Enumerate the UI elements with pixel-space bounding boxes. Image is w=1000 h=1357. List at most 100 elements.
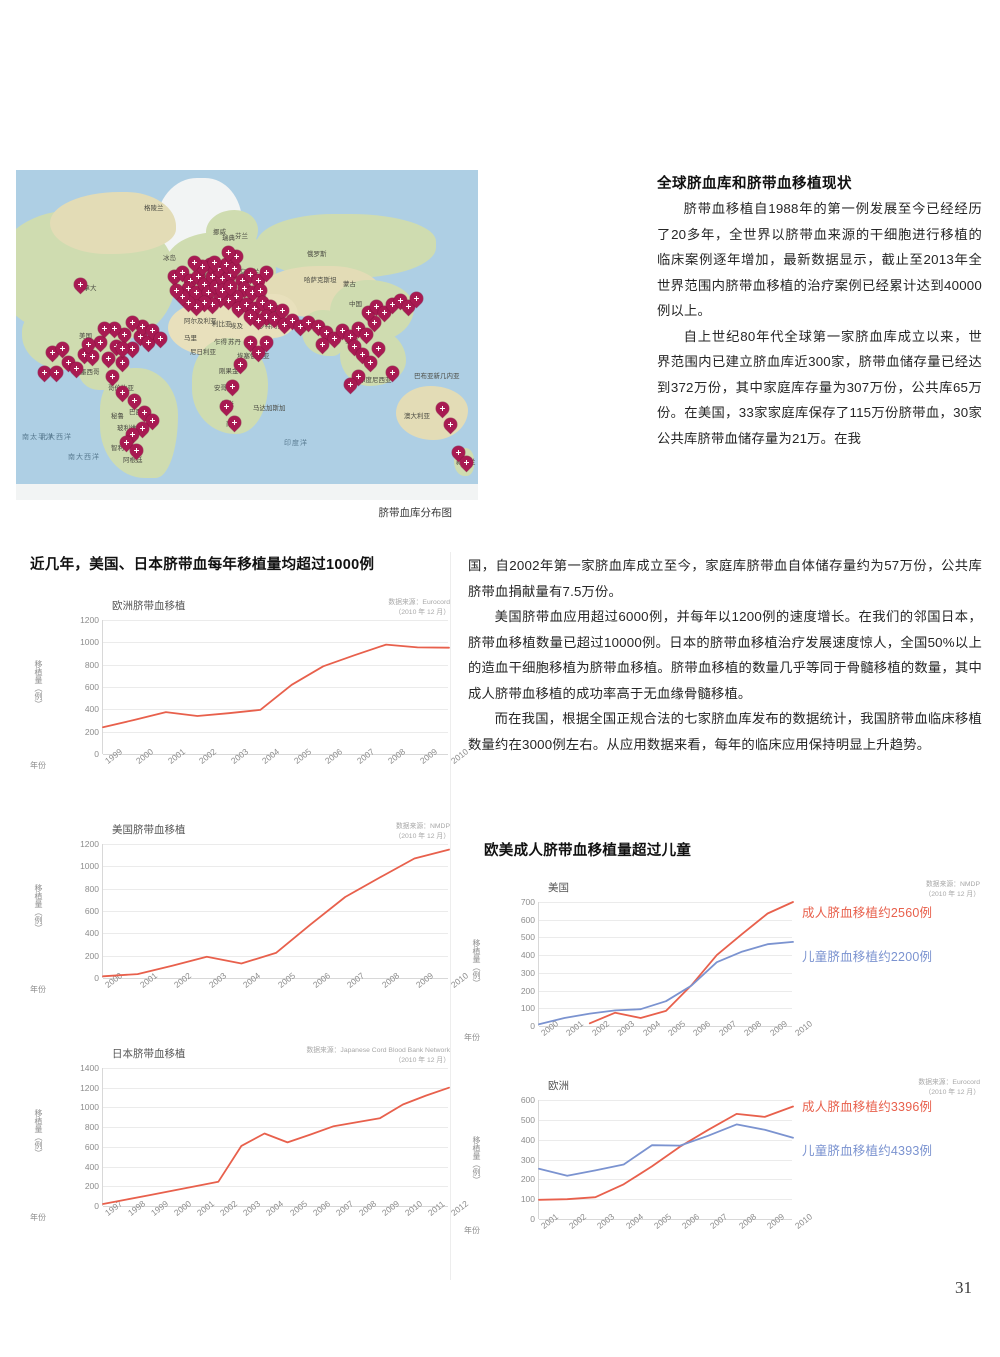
- chart-gridline: [103, 664, 448, 666]
- cord-blood-bank-marker-icon: [317, 323, 336, 343]
- chart-x-tick-label: 2010: [793, 1018, 815, 1038]
- chart-series-line: [102, 1086, 450, 1205]
- cord-blood-bank-marker-icon: [165, 267, 184, 287]
- chart-source-line: （2010 年 12 月）: [394, 1057, 450, 1065]
- map-region-label: 埃及: [230, 323, 243, 330]
- chart-y-tick-label: 600: [84, 906, 99, 916]
- chart-source-note: 数据来源：NMDP （2010 年 12 月）: [850, 880, 980, 900]
- chart-annotation-label: 成人脐血移植约2560例: [802, 906, 933, 920]
- chart-y-tick-label: 100: [520, 1003, 535, 1014]
- chart-y-tick-label: 600: [520, 914, 535, 925]
- cord-blood-bank-marker-icon: [227, 287, 246, 307]
- cord-blood-bank-marker-icon: [179, 279, 198, 299]
- cord-blood-bank-marker-icon: [283, 311, 302, 331]
- cord-blood-bank-marker-icon: [309, 317, 328, 337]
- chart-y-axis-label: 移植量（例）: [34, 660, 43, 709]
- chart-x-tick-label: 2010: [449, 970, 471, 990]
- cord-blood-bank-marker-icon: [249, 343, 268, 363]
- chart-gridline: [103, 1107, 448, 1109]
- cord-blood-bank-marker-icon: [249, 271, 268, 291]
- cord-blood-bank-marker-icon: [257, 333, 276, 353]
- cord-blood-bank-marker-icon: [213, 281, 232, 301]
- cord-blood-bank-marker-icon: [187, 283, 206, 303]
- map-region-label: 刚果金: [219, 368, 239, 375]
- map-region-label: 哈萨克斯坦: [304, 277, 337, 284]
- cord-blood-bank-marker-icon: [59, 353, 78, 373]
- map-region-label: 美国: [79, 333, 92, 340]
- chart-series-layer: [538, 1105, 794, 1201]
- chart-usa-total: 美国脐带血移植 数据来源：NMDP （2010 年 12 月） 0 200 400 600 8…: [30, 822, 470, 1022]
- cord-blood-bank-marker-icon: [105, 319, 124, 339]
- chart-gridline: [539, 1008, 792, 1010]
- chart-y-axis-label: 移植量（例）: [472, 1135, 481, 1184]
- chart-gridline: [103, 709, 448, 711]
- cord-blood-bank-marker-icon: [313, 335, 332, 355]
- cord-blood-bank-marker-icon: [273, 301, 292, 321]
- paragraph: 美国脐带血应用超过6000例，并每年以1200例的速度增长。在我们的邻国日本，脐…: [468, 609, 982, 701]
- chart-source-line: 数据来源：Eurocord: [388, 599, 450, 606]
- chart-y-axis-label: 移植量（例）: [34, 1109, 43, 1158]
- cord-blood-bank-marker-icon: [275, 315, 294, 335]
- chart-source-line: （2010 年 12 月）: [394, 609, 450, 617]
- cord-blood-bank-marker-icon: [345, 337, 364, 357]
- cord-blood-bank-marker-icon: [369, 339, 388, 359]
- cord-blood-bank-marker-icon: [265, 309, 284, 329]
- cord-blood-bank-marker-icon: [83, 347, 102, 367]
- cord-blood-bank-marker-icon: [103, 367, 122, 387]
- cord-blood-bank-marker-icon: [217, 397, 236, 417]
- chart-y-tick-label: 0: [94, 973, 99, 983]
- chart-y-tick-label: 1000: [80, 1102, 99, 1113]
- map-region-label: 瑞典: [222, 235, 235, 242]
- chart-x-axis-label: 年份: [464, 1226, 480, 1235]
- cord-blood-bank-marker-icon: [261, 297, 280, 317]
- chart-gridline: [539, 1119, 792, 1121]
- chart-x-tick-label: 2012: [449, 1198, 471, 1218]
- chart-y-tick-label: 1200: [80, 615, 99, 625]
- cord-blood-bank-marker-icon: [225, 259, 244, 279]
- cord-blood-bank-marker-icon: [195, 293, 214, 313]
- chart-gridline: [539, 1026, 792, 1027]
- section-heading-global-status: 全球脐血库和脐带血移植现状: [657, 176, 852, 192]
- chart-gridline: [539, 1199, 792, 1201]
- chart-x-axis-label: 年份: [30, 1213, 46, 1222]
- chart-title: 欧洲脐带血移植: [112, 600, 186, 612]
- chart-y-tick-label: 800: [84, 1122, 99, 1133]
- chart-series-line: [538, 1105, 794, 1201]
- chart-series-line: [538, 1123, 794, 1177]
- cord-blood-bank-marker-icon: [209, 259, 228, 279]
- chart-y-tick-label: 200: [520, 985, 535, 996]
- cord-blood-bank-marker-icon: [131, 327, 150, 347]
- chart-y-tick-label: 600: [84, 1141, 99, 1152]
- cord-blood-bank-marker-icon: [383, 295, 402, 315]
- chart-y-tick-label: 0: [94, 749, 99, 759]
- map-region-label: 蒙古: [343, 281, 356, 288]
- map-ocean-label: 北大西洋: [40, 434, 72, 441]
- chart-japan-total: 日本脐带血移植 数据来源：Japanese Cord Blood Bank Net…: [30, 1046, 470, 1258]
- chart-y-tick-label: 1000: [80, 861, 99, 872]
- cord-blood-bank-marker-icon: [205, 253, 224, 273]
- cord-blood-bank-marker-icon: [67, 359, 86, 379]
- cord-blood-bank-marker-icon: [221, 277, 240, 297]
- map-region-label: 巴布亚新几内亚: [414, 373, 460, 380]
- cord-blood-bank-marker-icon: [203, 295, 222, 315]
- cord-blood-bank-marker-icon: [383, 363, 402, 383]
- map-region-label: 乍得: [214, 339, 227, 346]
- map-caption: 脐带血库分布图: [378, 507, 453, 519]
- cord-blood-bank-marker-icon: [219, 243, 238, 263]
- chart-series-layer: [102, 643, 450, 729]
- cord-blood-bank-marker-icon: [229, 299, 248, 319]
- chart-gridline: [103, 978, 448, 979]
- cord-blood-bank-marker-icon: [233, 271, 252, 291]
- cord-blood-bank-marker-icon: [235, 279, 254, 299]
- paragraph: 脐带血移植自1988年的第一例发展至今已经经历了20多年，全世界以脐带血来源的干…: [657, 201, 982, 319]
- chart-title: 美国: [548, 882, 569, 894]
- cord-blood-bank-marker-icon: [133, 419, 152, 439]
- chart-series-line: [102, 643, 450, 729]
- cord-blood-bank-marker-icon: [91, 333, 110, 353]
- paragraph: 国，自2002年第一家脐血库成立至今，家庭库脐带血自体储存量约为57万份，公共库…: [468, 558, 982, 599]
- cord-blood-bank-marker-icon: [399, 297, 418, 317]
- map-region-label: 挪威: [213, 229, 226, 236]
- cord-blood-bank-marker-icon: [349, 367, 368, 387]
- chart-source-note: 数据来源：Japanese Cord Blood Bank Network （20…: [220, 1046, 450, 1066]
